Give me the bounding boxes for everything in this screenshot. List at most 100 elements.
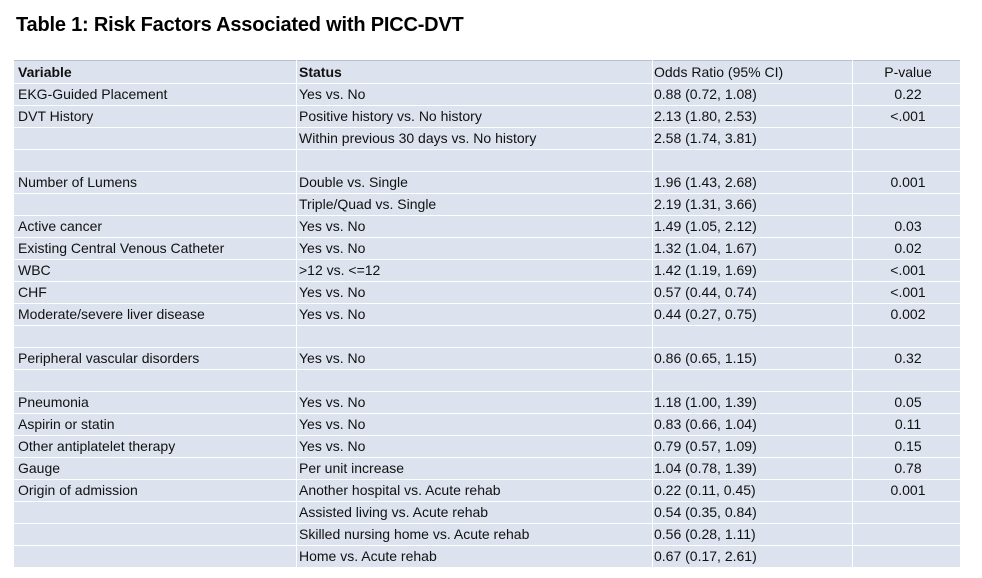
table-row: WBC >12 vs. <=12 1.42 (1.19, 1.69) <.001: [14, 259, 960, 281]
cell-status: Yes vs. No: [299, 86, 366, 102]
cell-p-value: 0.32: [894, 350, 922, 366]
cell-odds-ratio: [654, 325, 854, 347]
cell-variable: DVT History: [18, 108, 94, 124]
row-divider: [14, 325, 960, 326]
row-divider: [14, 215, 960, 216]
cell-variable: [18, 193, 296, 215]
cell-p-value: 0.15: [894, 438, 922, 454]
table-title: Table 1: Risk Factors Associated with PI…: [16, 14, 464, 36]
cell-odds-ratio: 0.79 (0.57, 1.09): [654, 438, 757, 454]
row-divider: [14, 501, 960, 502]
table-row: Skilled nursing home vs. Acute rehab 0.56…: [14, 523, 960, 545]
cell-variable: Number of Lumens: [18, 174, 138, 190]
cell-status: Within previous 30 days vs. No history: [299, 130, 537, 146]
table-row: Assisted living vs. Acute rehab 0.54 (0.3…: [14, 501, 960, 523]
cell-p-value: 0.78: [894, 460, 922, 476]
cell-odds-ratio: 1.04 (0.78, 1.39): [654, 460, 757, 476]
row-divider: [14, 435, 960, 436]
cell-p-value: 0.05: [894, 394, 922, 410]
cell-status: Yes vs. No: [299, 438, 366, 454]
cell-status: Skilled nursing home vs. Acute rehab: [299, 526, 530, 542]
cell-odds-ratio: 2.58 (1.74, 3.81): [654, 130, 757, 146]
cell-odds-ratio: 1.96 (1.43, 2.68): [654, 174, 757, 190]
cell-p-value: [856, 193, 960, 215]
row-divider: [14, 369, 960, 370]
cell-variable: Other antiplatelet therapy: [18, 438, 176, 454]
cell-variable: [18, 127, 296, 149]
row-divider: [14, 149, 960, 150]
cell-status: [299, 149, 654, 171]
cell-variable: Active cancer: [18, 218, 103, 234]
cell-p-value: [856, 149, 960, 171]
row-divider: [14, 413, 960, 414]
cell-status: Another hospital vs. Acute rehab: [299, 482, 501, 498]
cell-odds-ratio: 0.86 (0.65, 1.15): [654, 350, 757, 366]
cell-odds-ratio: 1.32 (1.04, 1.67): [654, 240, 757, 256]
cell-variable: Gauge: [18, 460, 61, 476]
cell-p-value: 0.001: [890, 174, 926, 190]
cell-variable: CHF: [18, 284, 47, 300]
cell-odds-ratio: 0.57 (0.44, 0.74): [654, 284, 757, 300]
cell-p-value: 0.22: [894, 86, 922, 102]
table-row: Origin of admission Another hospital vs. …: [14, 479, 960, 501]
table-row: CHF Yes vs. No 0.57 (0.44, 0.74) <.001: [14, 281, 960, 303]
cell-status: Triple/Quad vs. Single: [299, 196, 437, 212]
cell-odds-ratio: 0.56 (0.28, 1.11): [654, 526, 756, 542]
cell-odds-ratio: 0.88 (0.72, 1.08): [654, 86, 757, 102]
cell-status: Yes vs. No: [299, 350, 366, 366]
cell-odds-ratio: 1.49 (1.05, 2.12): [654, 218, 757, 234]
table-row: Within previous 30 days vs. No history 2.…: [14, 127, 960, 149]
cell-variable: [18, 369, 296, 391]
column-divider: [652, 60, 653, 567]
cell-status: Yes vs. No: [299, 240, 366, 256]
cell-p-value: [856, 127, 960, 149]
table-row: Gauge Per unit increase 1.04 (0.78, 1.39) 0…: [14, 457, 960, 479]
cell-variable: [18, 149, 296, 171]
row-divider: [14, 281, 960, 282]
cell-status: [299, 325, 654, 347]
cell-status: Yes vs. No: [299, 284, 366, 300]
cell-status: >12 vs. <=12: [299, 262, 381, 278]
cell-variable: Origin of admission: [18, 482, 138, 498]
table-row: Active cancer Yes vs. No 1.49 (1.05, 2.12)…: [14, 215, 960, 237]
row-divider: [14, 259, 960, 260]
cell-odds-ratio: [654, 369, 854, 391]
cell-odds-ratio: 0.67 (0.17, 2.61): [654, 548, 757, 564]
cell-variable: Peripheral vascular disorders: [18, 350, 200, 366]
cell-variable: Existing Central Venous Catheter: [18, 240, 225, 256]
cell-p-value: [856, 523, 960, 545]
table-row: [14, 369, 960, 391]
cell-variable: [18, 325, 296, 347]
cell-p-value: <.001: [890, 284, 926, 300]
cell-odds-ratio: 0.54 (0.35, 0.84): [654, 504, 757, 520]
cell-status: [299, 369, 654, 391]
cell-p-value: [856, 501, 960, 523]
cell-status: Yes vs. No: [299, 416, 366, 432]
row-divider: [14, 545, 960, 546]
cell-p-value: 0.002: [890, 306, 926, 322]
row-divider: [14, 127, 960, 128]
table-body: EKG-Guided Placement Yes vs. No 0.88 (0.72…: [14, 83, 960, 567]
cell-odds-ratio: 0.22 (0.11, 0.45): [654, 482, 756, 498]
cell-p-value: 0.03: [894, 218, 922, 234]
cell-variable: EKG-Guided Placement: [18, 86, 168, 102]
table-row: DVT History Positive history vs. No histo…: [14, 105, 960, 127]
cell-status: Positive history vs. No history: [299, 108, 482, 124]
cell-variable: WBC: [18, 262, 51, 278]
table-header-row: Variable Status Odds Ratio (95% CI) P-va…: [14, 60, 960, 83]
column-header-odds-ratio: Odds Ratio (95% CI): [654, 64, 784, 80]
table-row: Home vs. Acute rehab 0.67 (0.17, 2.61): [14, 545, 960, 567]
cell-p-value: 0.02: [894, 240, 922, 256]
table-row: Existing Central Venous Catheter Yes vs. …: [14, 237, 960, 259]
table-row: Triple/Quad vs. Single 2.19 (1.31, 3.66): [14, 193, 960, 215]
column-header-p-value: P-value: [884, 64, 932, 80]
column-divider: [296, 60, 297, 567]
cell-odds-ratio: [654, 149, 854, 171]
cell-status: Yes vs. No: [299, 394, 366, 410]
table-row: Peripheral vascular disorders Yes vs. No 0…: [14, 347, 960, 369]
cell-odds-ratio: 2.19 (1.31, 3.66): [654, 196, 757, 212]
cell-p-value: [856, 369, 960, 391]
row-divider: [14, 303, 960, 304]
risk-factors-table: Variable Status Odds Ratio (95% CI) P-va…: [14, 60, 960, 567]
table-row: Moderate/severe liver disease Yes vs. No 0…: [14, 303, 960, 325]
